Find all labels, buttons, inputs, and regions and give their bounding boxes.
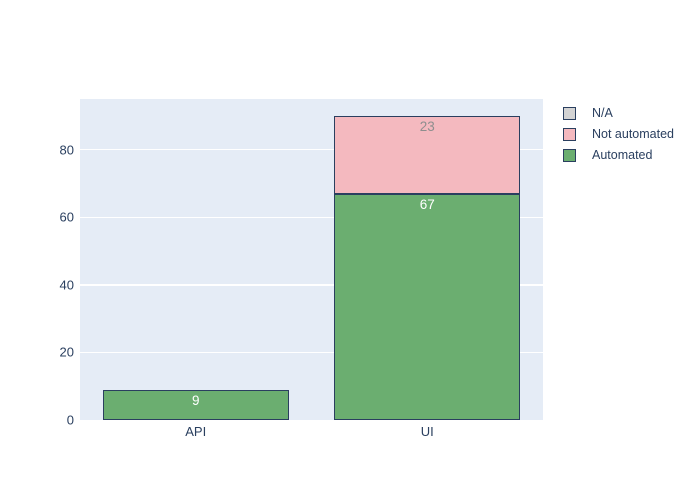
- legend-item-automated[interactable]: Automated: [563, 145, 674, 166]
- x-tick-label-api: API: [185, 424, 207, 439]
- bar-value-label: 23: [419, 118, 435, 134]
- bar-value-label: 67: [419, 196, 435, 212]
- y-tick-label-80: 80: [59, 142, 74, 158]
- y-tick-label-40: 40: [59, 277, 74, 293]
- legend-swatch-n-a: [563, 107, 576, 120]
- legend-item-not-automated[interactable]: Not automated: [563, 124, 674, 145]
- bar-segment-ui-automated[interactable]: 67: [334, 193, 521, 420]
- y-tick-label-0: 0: [66, 412, 74, 428]
- y-tick-label-20: 20: [59, 344, 74, 360]
- legend-label-n-a: N/A: [592, 106, 613, 121]
- legend-item-n-a[interactable]: N/A: [563, 103, 674, 124]
- x-tick-label-ui: UI: [420, 424, 434, 439]
- legend: N/A Not automated Automated: [563, 103, 674, 166]
- bar-segment-api-automated[interactable]: 9: [102, 389, 289, 420]
- legend-swatch-not-automated: [563, 128, 576, 141]
- legend-label-automated: Automated: [592, 148, 653, 163]
- legend-label-not-automated: Not automated: [592, 127, 674, 142]
- legend-swatch-automated: [563, 149, 576, 162]
- bar-segment-ui-not-automated[interactable]: 23: [334, 115, 521, 194]
- plot-area: 9 67 23: [80, 99, 543, 420]
- y-tick-label-60: 60: [59, 209, 74, 225]
- bar-value-label: 9: [191, 392, 200, 408]
